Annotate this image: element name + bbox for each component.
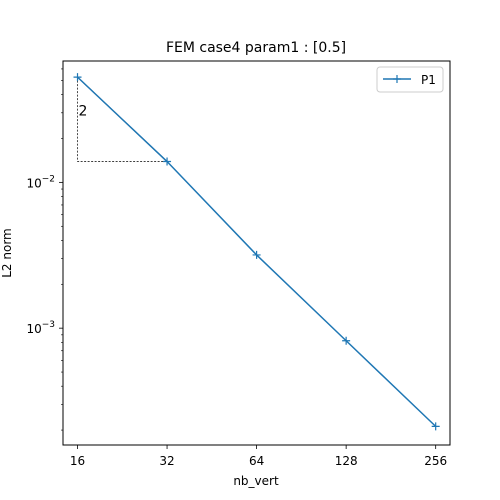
x-tick-label: 64	[249, 454, 264, 468]
data-point	[342, 336, 351, 345]
y-tick-label: 10−3	[26, 320, 55, 336]
y-axis-label: L2 norm	[0, 228, 14, 278]
plot-area: 2	[73, 73, 440, 431]
legend-marker	[393, 75, 401, 83]
data-point	[252, 250, 261, 259]
x-tick-label: 128	[335, 454, 358, 468]
chart-title: FEM case4 param1 : [0.5]	[166, 40, 346, 56]
x-tick-label: 16	[70, 454, 85, 468]
legend-label-p1: P1	[421, 73, 436, 87]
slope-label: 2	[79, 103, 88, 119]
data-point	[163, 157, 172, 166]
legend: P1	[376, 66, 444, 93]
x-tick-label: 256	[424, 454, 447, 468]
data-point	[431, 422, 440, 431]
y-tick-label: 10−2	[26, 174, 55, 190]
data-point	[73, 73, 82, 82]
x-tick-label: 32	[159, 454, 174, 468]
slope-triangle	[77, 77, 168, 162]
x-axis-label: nb_vert	[233, 474, 279, 488]
